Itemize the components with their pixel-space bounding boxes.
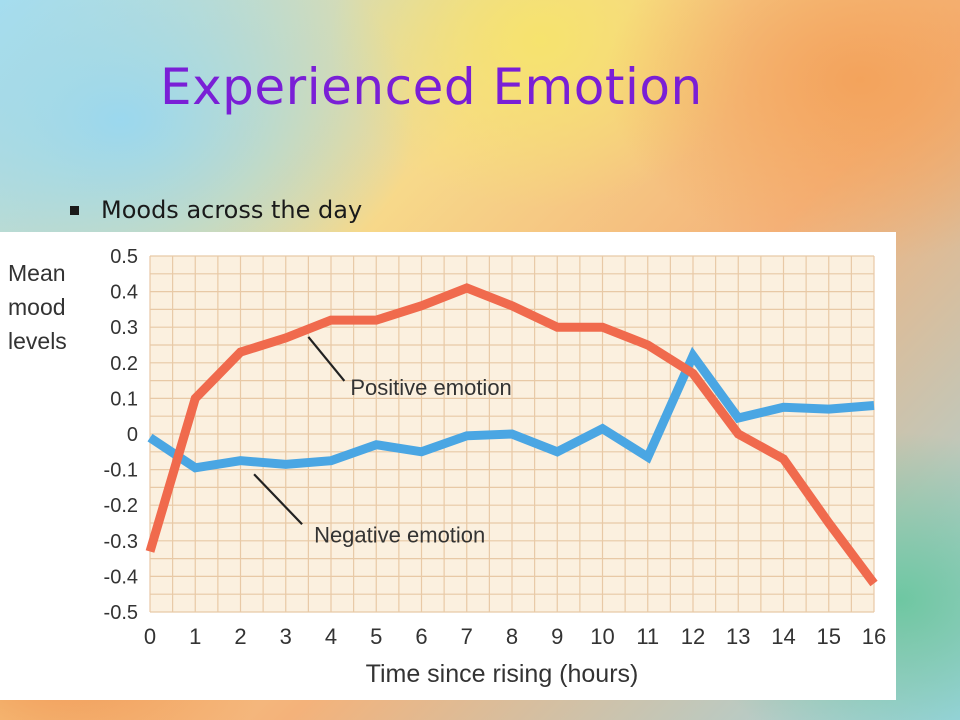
x-tick-label: 3 (280, 624, 292, 649)
y-tick-label: 0.4 (110, 282, 138, 304)
x-tick-label: 4 (325, 624, 337, 649)
y-tick-label: 0.3 (110, 317, 138, 339)
y-axis-label-line: Mean (8, 260, 66, 286)
negative-emotion-leader (253, 473, 303, 526)
mood-line-chart: 0.50.40.30.20.10-0.1-0.2-0.3-0.4-0.50 1 2 3… (104, 246, 887, 688)
bullet-item: Moods across the day (70, 196, 362, 224)
x-tick-label: 14 (771, 624, 795, 649)
x-tick-label: 9 (551, 624, 563, 649)
y-tick-label: -0.1 (104, 460, 138, 482)
y-tick-label: -0.4 (104, 566, 138, 588)
y-tick-label: -0.3 (104, 531, 138, 553)
x-tick-label: 8 (506, 624, 518, 649)
x-tick-label: 11 (636, 624, 659, 649)
x-tick-label: 1 (189, 624, 201, 649)
x-tick-label: 13 (726, 624, 750, 649)
y-tick-label: 0.5 (110, 246, 138, 268)
x-axis-label: Time since rising (hours) (366, 660, 639, 688)
x-tick-label: 15 (817, 624, 841, 649)
x-tick-label: 5 (370, 624, 382, 649)
x-tick-label: 2 (234, 624, 246, 649)
positive-emotion-leader (307, 336, 346, 382)
slide-title: Experienced Emotion (160, 58, 703, 116)
y-axis-label: Mean mood levels (8, 256, 92, 358)
x-tick-label: 16 (862, 624, 886, 649)
x-tick-label: 12 (681, 624, 705, 649)
y-tick-label: -0.2 (104, 495, 138, 517)
y-axis-label-line: levels (8, 328, 67, 354)
y-axis-label-line: mood (8, 294, 66, 320)
bullet-text: Moods across the day (101, 196, 363, 224)
y-tick-label: -0.5 (104, 602, 138, 624)
chart-panel: Mean mood levels 0.5 0.4 0.3 0.2 0.1 0 -0.1 -0.… (0, 232, 896, 700)
y-tick-label: 0 (127, 424, 138, 446)
x-tick-label: 10 (590, 624, 614, 649)
x-tick-label: 0 (144, 624, 156, 649)
positive-emotion-line (145, 283, 878, 587)
negative-emotion-line (147, 346, 875, 473)
x-tick-label: 6 (415, 624, 427, 649)
negative-emotion-label: Negative emotion (314, 522, 485, 547)
positive-emotion-label: Positive emotion (350, 375, 511, 400)
y-tick-label: 0.2 (110, 353, 138, 375)
y-tick-label: 0.1 (110, 388, 138, 410)
square-bullet-icon (70, 205, 79, 215)
x-tick-label: 7 (461, 624, 473, 649)
